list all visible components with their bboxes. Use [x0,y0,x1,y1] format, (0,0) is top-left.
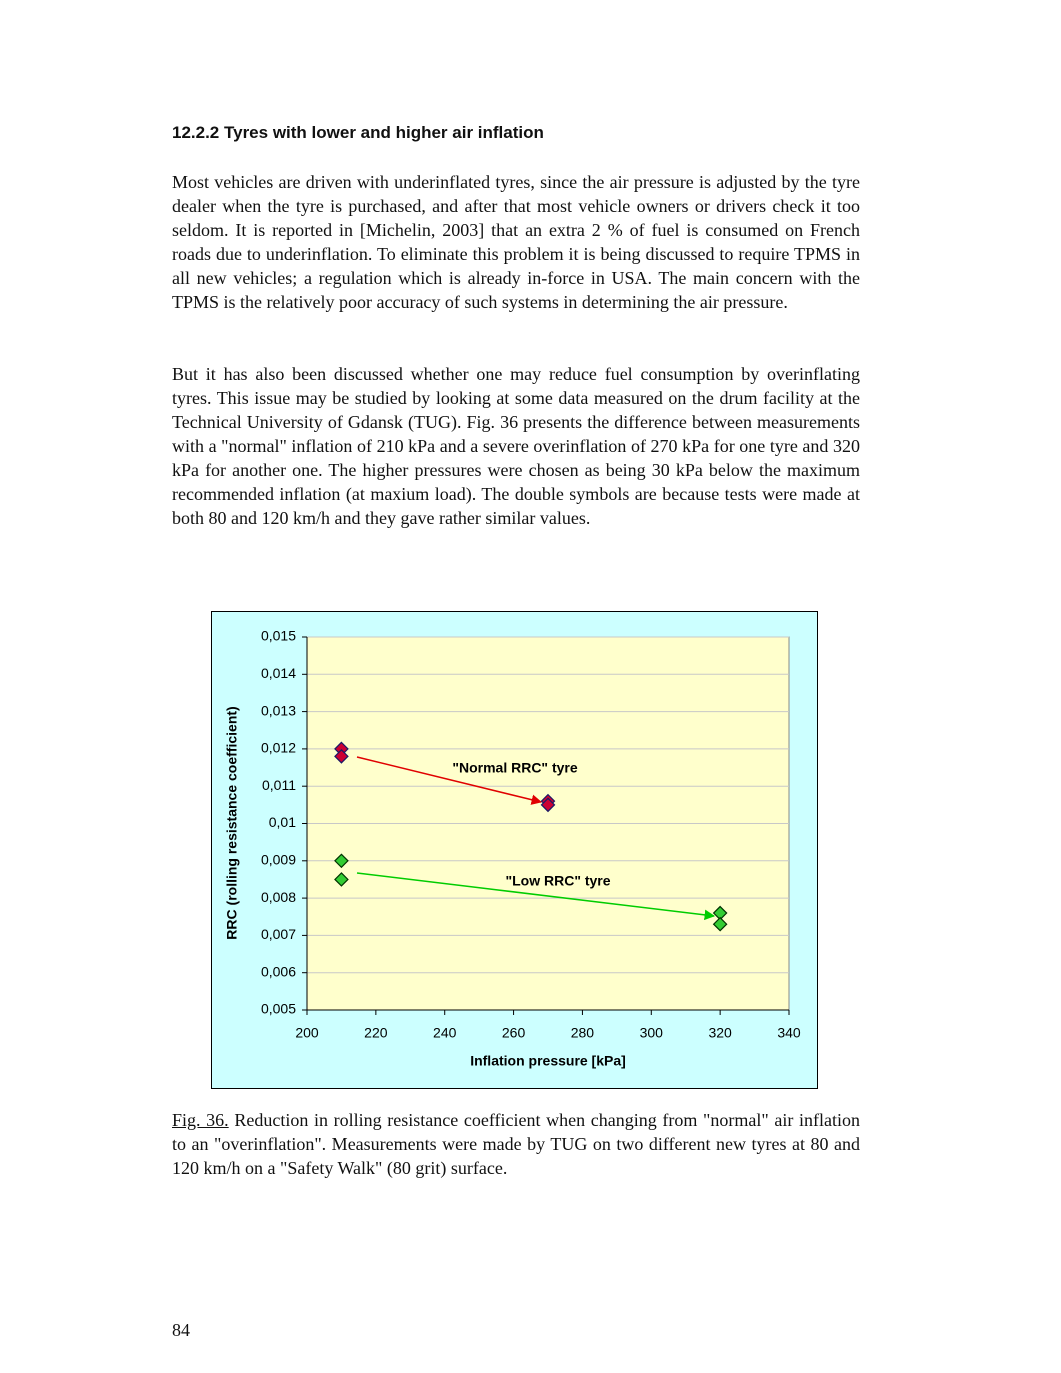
x-axis-label: Inflation pressure [kPa] [470,1053,626,1069]
annotation: "Low RRC" tyre [505,873,610,889]
y-tick-label: 0,006 [261,963,296,979]
y-tick-label: 0,012 [261,740,296,756]
section-heading: 12.2.2 Tyres with lower and higher air i… [172,123,544,142]
x-tick-label: 200 [295,1025,319,1041]
x-tick-label: 240 [433,1025,457,1041]
paragraph: Most vehicles are driven with underinfla… [172,172,860,312]
data-point [334,853,349,869]
arrow [356,872,716,921]
chart: "Normal RRC" tyre "Low RRC" tyre Inflati… [211,611,818,1089]
caption: Fig. 36. Reduction in rolling resistance… [172,1108,860,1180]
y-tick-label: 0,007 [261,926,296,942]
y-tick-label: 0,011 [262,777,296,793]
y-tick-label: 0,014 [261,665,296,681]
y-tick-label: 0,005 [261,1001,296,1017]
data-point [712,916,728,932]
y-tick-label: 0,008 [261,889,296,905]
caption-label: Fig. 36. [172,1110,229,1130]
annotation: "Normal RRC" tyre [452,760,578,776]
paragraph: But it has also been discussed whether o… [172,364,860,528]
y-tick-label: 0,01 [269,814,296,830]
arrow [356,756,543,805]
x-tick-label: 300 [640,1025,664,1041]
y-axis-label: RRC (rolling resistance coefficient) [224,706,240,939]
x-tick-label: 280 [571,1025,595,1041]
x-tick-label: 260 [502,1025,526,1041]
x-tick-label: 220 [364,1025,388,1041]
page-number: 84 [172,1320,190,1340]
x-tick-label: 320 [708,1025,732,1041]
data-point [334,749,349,764]
x-tick-label: 340 [777,1025,801,1041]
y-tick-label: 0,013 [261,702,296,718]
caption-text: Reduction in rolling resistance coeffici… [172,1110,861,1178]
data-point [540,797,556,813]
y-tick-label: 0,015 [261,628,296,644]
data-point [334,872,349,887]
y-tick-label: 0,009 [261,852,296,868]
